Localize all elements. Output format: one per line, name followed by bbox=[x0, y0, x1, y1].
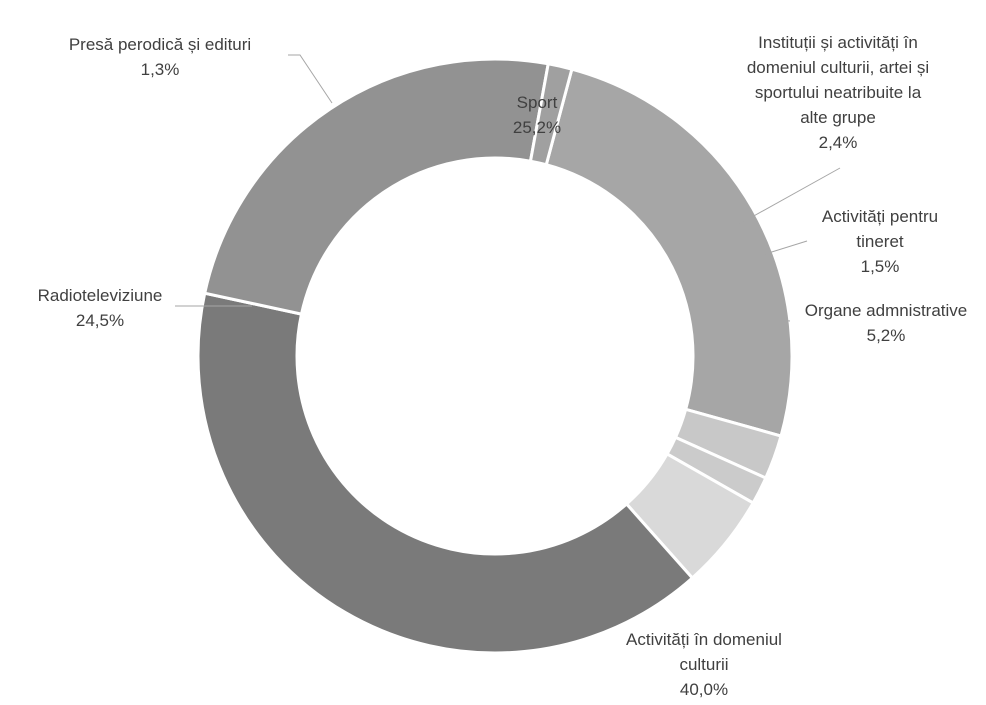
donut-slices bbox=[196, 57, 794, 655]
slice-value-label: 40,0% bbox=[680, 680, 728, 699]
leader-line-6 bbox=[288, 54, 333, 104]
slice-category-label: Presă perodică și edituri bbox=[69, 35, 251, 54]
slice-category-label: Activități pentru bbox=[822, 207, 938, 226]
slice-value-label: 25,2% bbox=[513, 118, 561, 137]
slice-value-label: 2,4% bbox=[819, 133, 858, 152]
slice-category-label: culturii bbox=[679, 655, 728, 674]
slice-category-label: Instituții și activități în bbox=[758, 33, 918, 52]
data-label-5: Radioteleviziune 24,5% bbox=[38, 286, 163, 330]
leader-lines bbox=[175, 54, 841, 322]
data-label-2: Activități pentru tineret 1,5% bbox=[822, 207, 938, 276]
slice-6 bbox=[528, 62, 574, 167]
slice-category-label: Activități în domeniul bbox=[626, 630, 782, 649]
slice-value-label: 5,2% bbox=[867, 326, 906, 345]
data-labels: Sport 25,2% Instituții și activități în dom… bbox=[38, 33, 968, 699]
slice-category-label: Sport bbox=[517, 93, 558, 112]
slice-category-label: tineret bbox=[856, 232, 904, 251]
data-label-1: Instituții și activități în domeniul cult… bbox=[747, 33, 929, 152]
slice-value-label: 24,5% bbox=[76, 311, 124, 330]
leader-line-1 bbox=[715, 167, 841, 238]
slice-value-label: 1,5% bbox=[861, 257, 900, 276]
slice-0 bbox=[544, 67, 794, 438]
slice-category-label: sportului neatribuite la bbox=[755, 83, 922, 102]
slice-category-label: Radioteleviziune bbox=[38, 286, 163, 305]
slice-4 bbox=[196, 291, 695, 655]
data-label-3: Organe admnistrative 5,2% bbox=[805, 301, 968, 345]
slice-category-label: domeniul culturii, artei și bbox=[747, 58, 929, 77]
leader-line-2 bbox=[729, 240, 808, 266]
leader-line-3 bbox=[739, 315, 791, 322]
slice-5 bbox=[202, 57, 550, 316]
data-label-0: Sport 25,2% bbox=[513, 93, 561, 137]
slice-category-label: alte grupe bbox=[800, 108, 876, 127]
slice-category-label: Organe admnistrative bbox=[805, 301, 968, 320]
data-label-6: Presă perodică și edituri 1,3% bbox=[69, 35, 251, 79]
slice-value-label: 1,3% bbox=[141, 60, 180, 79]
data-label-4: Activități în domeniul culturii 40,0% bbox=[626, 630, 782, 699]
